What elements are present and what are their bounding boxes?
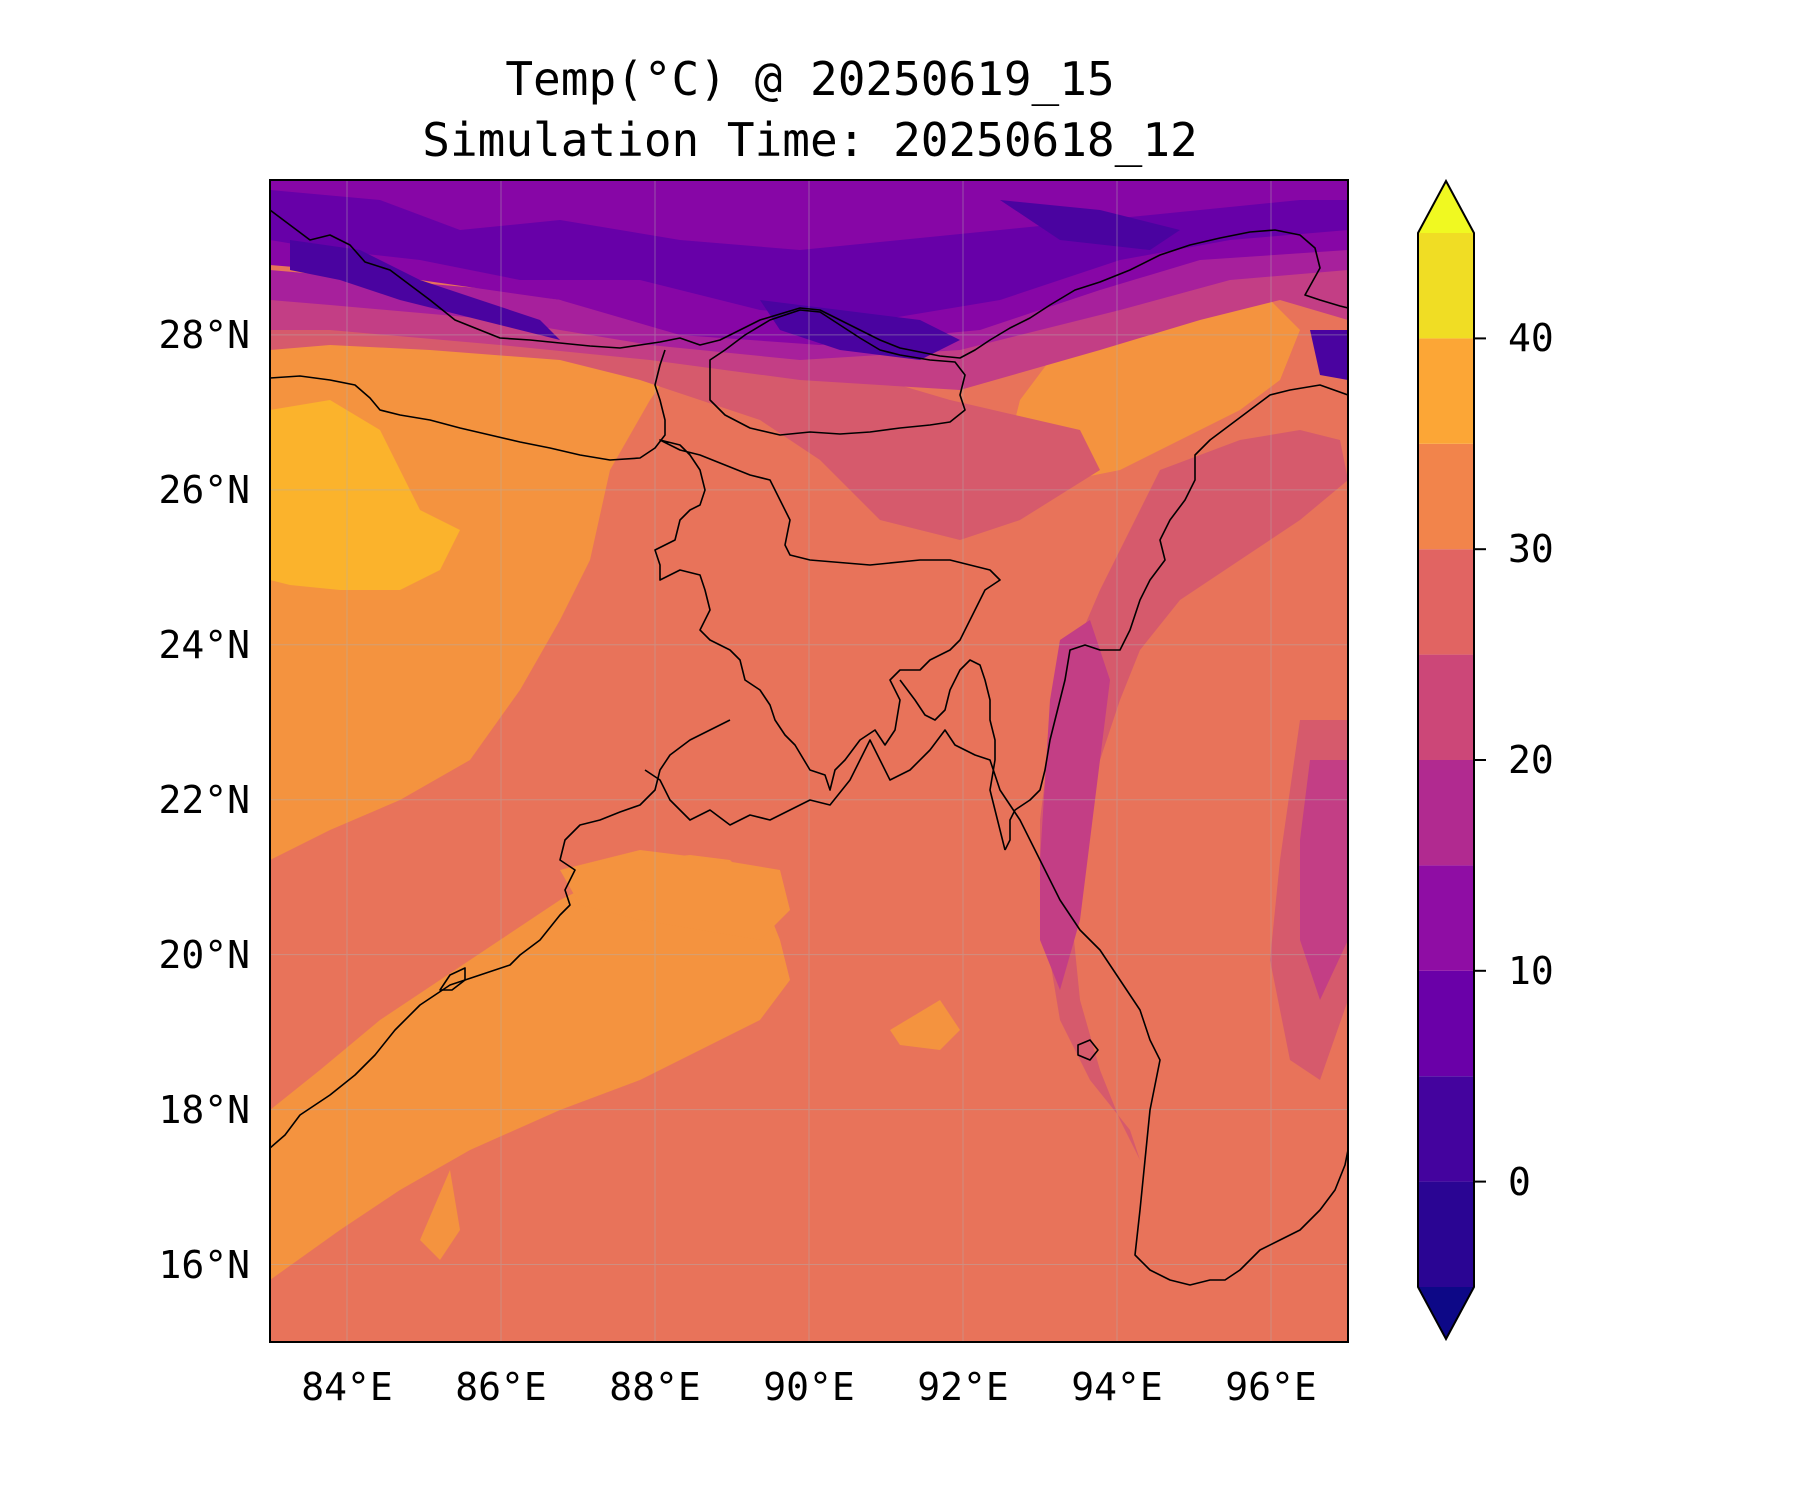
india-east-coast bbox=[270, 719, 731, 1149]
lat-tick-label: 22°N bbox=[158, 777, 250, 822]
map-subtitle: Simulation Time: 20250618_12 bbox=[422, 113, 1198, 167]
bangladesh-coast bbox=[644, 729, 1348, 1286]
northeast-india-border bbox=[1004, 384, 1348, 851]
coldest-patch-far-east bbox=[1310, 330, 1348, 380]
colorbar-segment bbox=[1418, 549, 1474, 655]
temperature-field bbox=[270, 180, 1348, 1342]
lon-tick-label: 92°E bbox=[917, 1365, 1009, 1409]
lat-tick-label: 24°N bbox=[158, 622, 250, 667]
colorbar-segment bbox=[1418, 654, 1474, 760]
lat-tick-label: 20°N bbox=[158, 932, 250, 977]
colorbar-segment bbox=[1418, 443, 1474, 550]
nepal-india-border bbox=[270, 349, 666, 461]
sri-lanka-coast-small bbox=[439, 967, 466, 991]
lon-tick-label: 96°E bbox=[1225, 1365, 1317, 1409]
cool-band-north bbox=[270, 320, 1100, 540]
lon-tick-label: 94°E bbox=[1071, 1365, 1163, 1409]
colorbar-tick-label: 40 bbox=[1508, 316, 1554, 361]
colorbar-segment bbox=[1418, 233, 1474, 339]
lat-tick-label: 26°N bbox=[158, 467, 250, 512]
lon-tick-label: 84°E bbox=[301, 1365, 393, 1409]
lat-tick-label: 18°N bbox=[158, 1087, 250, 1132]
colorbar-tick-label: 20 bbox=[1508, 738, 1554, 782]
cold-band-himalaya-south bbox=[270, 250, 1348, 390]
coldest-patches-east bbox=[1000, 200, 1180, 250]
cold-ridge-east bbox=[1300, 760, 1348, 1000]
myanmar-west-border bbox=[899, 659, 1006, 851]
hot-region-west bbox=[270, 400, 460, 590]
lon-tick-label: 86°E bbox=[455, 1365, 547, 1409]
map-title: Temp(°C) @ 20250619_15 bbox=[505, 52, 1115, 106]
colorbar-segment bbox=[1418, 865, 1474, 971]
island-north-bay bbox=[1077, 1039, 1099, 1061]
colorbar-tick-label: 0 bbox=[1508, 1159, 1531, 1204]
colorbar-segment bbox=[1418, 970, 1474, 1077]
lon-tick-label: 90°E bbox=[763, 1365, 855, 1409]
lat-tick-label: 28°N bbox=[158, 312, 250, 357]
colorbar bbox=[1417, 178, 1486, 1342]
colorbar-extend-min bbox=[1418, 1287, 1474, 1339]
warm-region-bay bbox=[270, 855, 790, 1280]
colorbar-segment bbox=[1418, 1181, 1474, 1287]
colorbar-extend-max bbox=[1418, 181, 1474, 233]
bhutan-border bbox=[709, 309, 966, 436]
warm-patch-bay-south bbox=[420, 1170, 460, 1260]
colorbar-tick-label: 10 bbox=[1508, 948, 1554, 993]
colorbar-tick-label: 30 bbox=[1508, 527, 1554, 572]
warm-region-bay-north bbox=[560, 850, 790, 940]
lon-tick-label: 88°E bbox=[609, 1365, 701, 1409]
warm-patch-bay-center bbox=[890, 1000, 960, 1050]
colorbar-segment bbox=[1418, 338, 1474, 444]
map-frame bbox=[269, 179, 1349, 1343]
colorbar-segment bbox=[1418, 1076, 1474, 1182]
bangladesh-border bbox=[654, 439, 1001, 791]
colorbar-segment bbox=[1418, 760, 1474, 866]
coastlines-and-borders bbox=[270, 209, 1348, 1286]
lat-tick-label: 16°N bbox=[158, 1242, 250, 1287]
coldest-patches-north bbox=[290, 240, 560, 340]
himalaya-boundary-north bbox=[270, 209, 1348, 359]
colorbar-outline bbox=[1417, 178, 1475, 1342]
cool-band-east bbox=[1040, 430, 1348, 1160]
